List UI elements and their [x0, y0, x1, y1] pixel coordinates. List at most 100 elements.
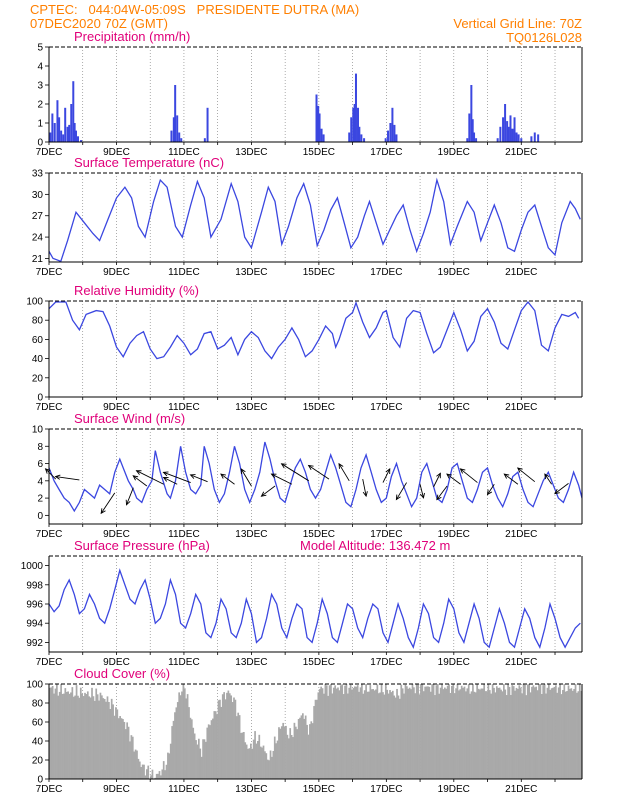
cloud-bar: [231, 702, 234, 779]
cloud-bar: [300, 715, 303, 779]
precipitation-xtick-label: 13DEC: [235, 147, 267, 158]
cloud-bar: [529, 692, 532, 779]
wind-arrow: [395, 482, 407, 500]
cloud-bar: [438, 693, 441, 779]
cloud-bar: [287, 738, 290, 779]
cloud-bar: [102, 698, 105, 779]
cloud-bar: [82, 696, 85, 779]
precip-bar: [174, 85, 177, 142]
cloud-bar: [459, 689, 462, 779]
humidity-series-line: [49, 301, 580, 360]
cloud-bar: [456, 684, 459, 779]
wind-arrow-head: [544, 473, 550, 480]
wind-arrow-head: [446, 473, 452, 479]
cloud-bar: [310, 721, 313, 779]
wind-arrow-head: [270, 473, 277, 479]
cloud-bar: [563, 684, 566, 779]
cloud-bar: [577, 691, 580, 779]
cloud-bar: [559, 684, 561, 779]
cloud-bar: [268, 760, 270, 779]
cloud-bar: [327, 695, 330, 779]
cloud-bar: [162, 761, 165, 779]
cloud-bar: [505, 695, 508, 779]
cloud-bar: [126, 722, 129, 779]
cloud-cover-ytick-label: 20: [32, 756, 44, 767]
cloud-bar: [258, 734, 261, 779]
cloud-bar: [167, 752, 169, 779]
cloud-bar: [427, 686, 429, 779]
cloud-bar: [216, 714, 218, 779]
wind-arrow: [504, 473, 519, 485]
wind-arrow-head: [486, 489, 493, 496]
wind-arrow-head: [132, 475, 139, 481]
precip-bar: [176, 115, 179, 142]
cloud-bar: [365, 684, 367, 779]
temperature-xtick-label: 15DEC: [303, 267, 335, 278]
wind-arrow: [436, 485, 448, 500]
cloud-bar: [491, 684, 494, 779]
precip-bar: [178, 132, 181, 142]
cloud-bar: [89, 697, 92, 779]
cloud-bar: [429, 691, 432, 779]
wind-xtick-label: 19DEC: [438, 529, 470, 540]
cloud-bar: [564, 691, 567, 779]
wind-xtick-label: 17DEC: [370, 529, 402, 540]
cloud-bar: [467, 684, 470, 779]
cloud-bar: [165, 764, 168, 779]
cloud-bar: [317, 692, 320, 779]
wind-arrow-head: [338, 462, 344, 469]
cloud-bar: [328, 685, 331, 779]
cloud-bar: [352, 687, 355, 779]
cloud-bar: [244, 742, 247, 779]
cloud-bar: [425, 686, 428, 779]
cloud-bar: [404, 684, 407, 779]
cloud-bar: [299, 717, 301, 779]
wind-arrow-head: [385, 468, 391, 474]
temperature-ytick-label: 33: [32, 169, 44, 180]
cloud-bar: [507, 684, 509, 779]
cloud-bar: [203, 739, 206, 779]
cloud-bar: [411, 684, 414, 779]
wind-arrow: [446, 473, 461, 485]
cloud-bar: [382, 692, 384, 779]
cloud-bar: [510, 694, 512, 779]
cloud-bar: [116, 709, 119, 779]
humidity-xtick-label: 19DEC: [438, 402, 470, 413]
cloud-bar: [526, 684, 529, 779]
wind-arrow: [517, 467, 536, 483]
cloud-bar: [160, 775, 162, 779]
cloud-bar: [375, 689, 377, 779]
cloud-bar: [261, 747, 263, 779]
humidity-xtick-label: 7DEC: [36, 402, 63, 413]
cloud-cover-ytick-label: 60: [32, 718, 44, 729]
cloud-bar: [84, 692, 86, 779]
cloud-bar: [418, 694, 421, 779]
precip-bar: [80, 140, 83, 142]
cloud-bar: [249, 743, 252, 779]
cloud-bar: [57, 695, 60, 779]
cloud-bar: [483, 684, 486, 779]
precip-bar: [315, 94, 318, 142]
precipitation-ytick-label: 5: [37, 43, 43, 54]
cloud-bar: [512, 686, 515, 779]
cloud-bar: [200, 756, 203, 779]
cloud-bar: [401, 688, 404, 779]
cloud-bar: [51, 685, 54, 779]
precip-bar: [353, 104, 356, 142]
cloud-bar: [307, 734, 310, 779]
cloud-bar: [553, 686, 556, 779]
cloud-bar: [358, 691, 360, 779]
precip-bar: [58, 117, 61, 142]
precip-bar: [520, 138, 523, 142]
cloud-bar: [220, 706, 223, 779]
cloud-bar: [533, 687, 536, 779]
cloud-bar: [314, 699, 317, 779]
cloud-bar: [78, 697, 81, 779]
cloud-bar: [266, 759, 269, 779]
cloud-bar: [531, 686, 533, 779]
pressure-ytick-label: 1000: [21, 561, 44, 572]
precip-bar: [320, 128, 323, 142]
cloud-bar: [115, 707, 117, 779]
precip-bar: [77, 136, 80, 142]
